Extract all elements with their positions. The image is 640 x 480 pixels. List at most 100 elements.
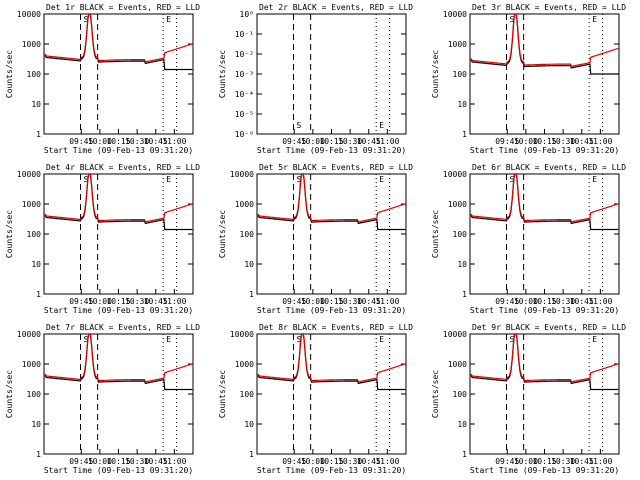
events-series-line: [470, 173, 619, 231]
y-tick-label: 100: [240, 230, 255, 239]
time-marker-label: E: [166, 175, 171, 184]
detector-panel-8: Det 8r BLACK = Events, RED = LLD 1 10 100 10…: [218, 323, 413, 475]
x-axis-label: Start Time (09-Feb-13 09:31:20): [257, 306, 406, 315]
y-tick-label: 10⁻³: [235, 70, 254, 79]
x-tick-label: 10:15: [106, 457, 130, 466]
x-tick-label: 11:00: [162, 137, 186, 146]
detector-panel-3: Det 3r BLACK = Events, RED = LLD 1 10 100 10…: [431, 3, 626, 155]
panel-title: Det 2r BLACK = Events, RED = LLD: [259, 3, 413, 12]
x-tick-label: 11:00: [588, 297, 612, 306]
detector-panel-7: Det 7r BLACK = Events, RED = LLD 1 10 100 10…: [5, 323, 200, 475]
x-tick-label: 10:00: [301, 457, 325, 466]
y-tick-label: 100: [240, 390, 255, 399]
y-tick-label: 100: [453, 390, 468, 399]
y-tick-label: 10000: [17, 10, 41, 19]
y-tick-label: 10⁻¹: [235, 30, 254, 39]
y-tick-label: 1: [36, 450, 41, 459]
x-tick-label: 10:30: [551, 137, 575, 146]
x-tick-label: 10:30: [125, 137, 149, 146]
x-tick-label: 10:15: [319, 457, 343, 466]
x-tick-label: 09:45: [69, 457, 93, 466]
events-series-line: [470, 13, 619, 75]
plot-frame: [43, 173, 194, 295]
x-tick-label: 11:00: [375, 297, 399, 306]
time-marker-label: S: [84, 15, 89, 24]
x-tick-label: 10:00: [514, 457, 538, 466]
time-marker-label: S: [84, 175, 89, 184]
y-tick-label: 10: [244, 420, 254, 429]
plot-frame: [469, 173, 620, 295]
events-series-line: [44, 333, 193, 391]
x-tick-label: 11:00: [162, 297, 186, 306]
y-tick-label: 10000: [17, 170, 41, 179]
y-tick-label: 10⁰: [240, 10, 254, 19]
detector-panel-1: Det 1r BLACK = Events, RED = LLD 1 10 100 10…: [5, 3, 200, 155]
y-tick-label: 1: [462, 130, 467, 139]
detector-panel-5: Det 5r BLACK = Events, RED = LLD 1 10 100 10…: [218, 163, 413, 315]
y-tick-label: 1000: [448, 200, 467, 209]
x-tick-label: 09:45: [69, 137, 93, 146]
time-marker-label: E: [166, 15, 171, 24]
time-marker-label: E: [592, 335, 597, 344]
lld-series-line: [470, 333, 619, 383]
y-tick-label: 10: [31, 260, 41, 269]
time-marker-label: E: [379, 121, 384, 130]
events-series-line: [44, 173, 193, 231]
x-tick-label: 10:45: [144, 137, 168, 146]
x-tick-label: 10:45: [357, 457, 381, 466]
plot-frame: [256, 333, 407, 455]
y-tick-label: 10⁻²: [235, 50, 254, 59]
x-axis-label: Start Time (09-Feb-13 09:31:20): [44, 306, 193, 315]
lld-series-line: [257, 173, 406, 223]
events-series-line: [257, 173, 406, 231]
y-tick-label: 10: [31, 420, 41, 429]
time-marker-label: E: [379, 175, 384, 184]
y-axis-label: Counts/sec: [5, 370, 14, 418]
x-tick-label: 10:15: [532, 137, 556, 146]
x-tick-label: 10:45: [144, 297, 168, 306]
y-axis-label: Counts/sec: [431, 370, 440, 418]
y-tick-label: 10000: [443, 170, 467, 179]
x-tick-label: 10:00: [88, 137, 112, 146]
plot-frame: [256, 173, 407, 295]
y-tick-label: 100: [453, 230, 468, 239]
y-tick-label: 10: [457, 100, 467, 109]
panel-title: Det 3r BLACK = Events, RED = LLD: [472, 3, 626, 12]
y-tick-label: 100: [27, 70, 42, 79]
y-tick-label: 10⁻⁶: [235, 130, 254, 139]
panel-title: Det 1r BLACK = Events, RED = LLD: [46, 3, 200, 12]
lld-series-line: [470, 13, 619, 68]
x-tick-label: 10:45: [570, 457, 594, 466]
x-tick-label: 11:00: [162, 457, 186, 466]
x-tick-label: 10:00: [514, 297, 538, 306]
panel-title: Det 9r BLACK = Events, RED = LLD: [472, 323, 626, 332]
lld-series-line: [44, 173, 193, 223]
x-tick-label: 11:00: [375, 457, 399, 466]
panel-title: Det 5r BLACK = Events, RED = LLD: [259, 163, 413, 172]
events-series-line: [470, 333, 619, 391]
y-tick-label: 1000: [235, 200, 254, 209]
panel-title: Det 8r BLACK = Events, RED = LLD: [259, 323, 413, 332]
y-tick-label: 10000: [443, 330, 467, 339]
y-tick-label: 10: [457, 420, 467, 429]
plot-frame: [256, 13, 407, 135]
x-tick-label: 10:45: [357, 137, 381, 146]
y-tick-label: 10⁻⁵: [235, 110, 254, 119]
lld-series-line: [257, 333, 406, 383]
x-axis-label: Start Time (09-Feb-13 09:31:20): [257, 466, 406, 475]
y-tick-label: 1: [249, 290, 254, 299]
y-axis-label: Counts/sec: [431, 50, 440, 98]
y-tick-label: 10000: [230, 170, 254, 179]
lld-series-line: [44, 333, 193, 383]
y-tick-label: 10: [31, 100, 41, 109]
y-axis-label: Counts/sec: [5, 50, 14, 98]
y-tick-label: 1000: [448, 360, 467, 369]
panel-title: Det 4r BLACK = Events, RED = LLD: [46, 163, 200, 172]
x-tick-label: 10:00: [88, 297, 112, 306]
time-marker-label: E: [592, 175, 597, 184]
x-tick-label: 10:15: [532, 457, 556, 466]
x-tick-label: 10:45: [570, 297, 594, 306]
y-tick-label: 1: [462, 290, 467, 299]
x-tick-label: 10:00: [301, 137, 325, 146]
y-tick-label: 10: [457, 260, 467, 269]
